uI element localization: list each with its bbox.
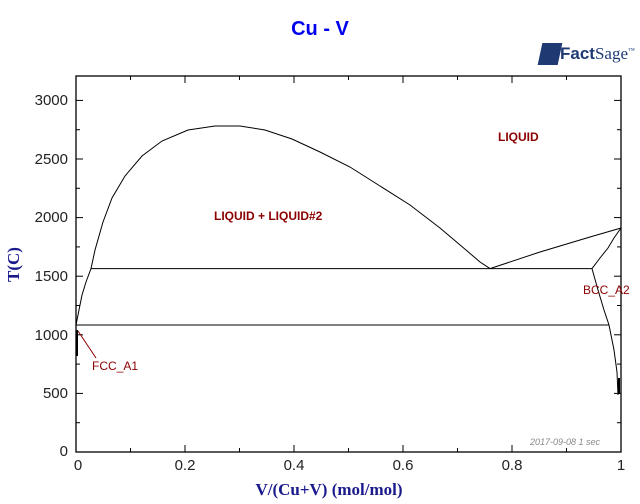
factsage-logo: FactSage™ (537, 40, 636, 72)
phase-boundaries (75, 125, 622, 396)
y-tick-label: 500 (42, 385, 68, 402)
x-axis-label: V/(Cu+V) (mol/mol) (255, 480, 403, 499)
phase-label-liquid-liquid2: LIQUID + LIQUID#2 (214, 209, 323, 223)
x-tick-label: 0.8 (501, 457, 523, 474)
liquidus-v-side (489, 227, 622, 270)
y-tick-label: 1500 (34, 268, 68, 285)
y-tick-label: 1000 (34, 327, 68, 344)
phase-label-bcc: BCC_A2 (583, 283, 630, 297)
y-tick-label: 3000 (34, 92, 68, 109)
bcc-solvus (591, 268, 619, 396)
fcc-leader-line (77, 330, 97, 359)
y-axis-label: T(C) (4, 247, 23, 282)
y-tick-label: 2500 (34, 151, 68, 168)
x-ticks (130, 76, 567, 452)
miscibility-gap-curve (90, 125, 491, 270)
x-tick-label: 0.6 (392, 457, 414, 474)
x-tick-label: 1 (616, 457, 626, 474)
phase-label-fcc: FCC_A1 (92, 359, 139, 373)
y-tick-label: 0 (59, 443, 68, 460)
x-tick-label: 0.2 (174, 457, 196, 474)
x-tick-label: 0.4 (283, 457, 305, 474)
bcc-solidus (591, 227, 622, 269)
timestamp: 2017-09-08 1 sec (530, 437, 601, 447)
cu-liquidus (75, 268, 92, 326)
chart-title: Cu - V (291, 18, 349, 40)
y-tick-label: 2000 (34, 209, 68, 226)
y-ticks (76, 99, 621, 453)
factsage-logo-text: FactSage™ (560, 44, 635, 63)
plot-frame (75, 75, 622, 453)
phase-label-liquid: LIQUID (498, 130, 539, 144)
x-tick-label: 0 (73, 457, 83, 474)
